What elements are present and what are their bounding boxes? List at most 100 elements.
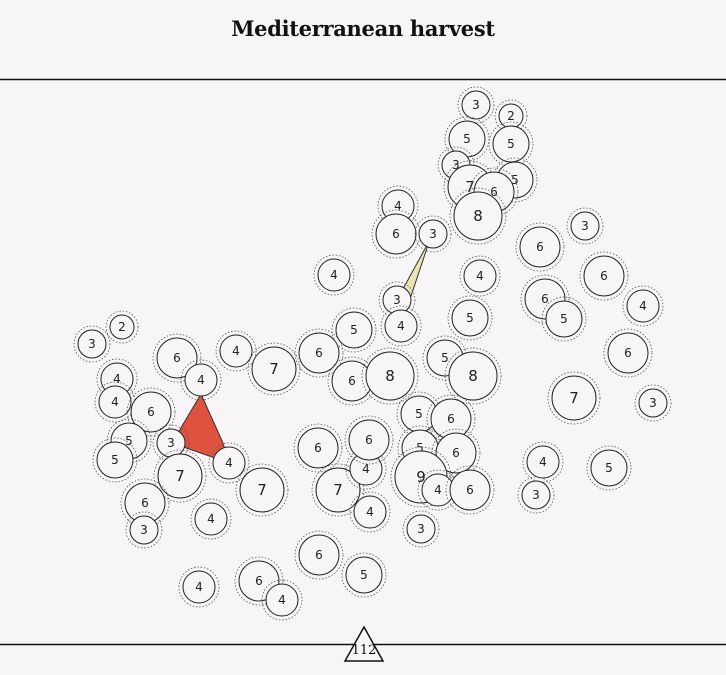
dot-number: 4	[111, 395, 119, 409]
number-dot[interactable]: 3	[378, 281, 416, 319]
dot-number: 6	[314, 441, 322, 455]
dot-number: 3	[167, 436, 175, 450]
dot-number: 4	[362, 462, 370, 476]
dot-number: 7	[175, 467, 185, 485]
dot-number: 5	[605, 461, 613, 475]
number-dot[interactable]: 5	[341, 552, 387, 598]
number-dot[interactable]: 4	[190, 498, 232, 540]
dot-number: 6	[173, 351, 181, 365]
number-dot[interactable]: 8	[361, 347, 419, 405]
number-dot[interactable]: 6	[294, 530, 344, 580]
number-dot[interactable]: 6	[293, 423, 343, 473]
number-dot[interactable]: 5	[541, 296, 587, 342]
number-dot[interactable]: 5	[447, 295, 493, 341]
number-dot[interactable]: 4	[459, 255, 501, 297]
number-dot[interactable]: 7	[235, 463, 289, 517]
dot-number: 4	[476, 269, 484, 283]
page-title: Mediterranean harvest	[231, 16, 495, 41]
dot-number: 6	[536, 240, 544, 254]
dot-number: 4	[434, 483, 442, 497]
dot-number: 5	[463, 132, 471, 146]
number-dot[interactable]: 4	[522, 441, 564, 483]
number-dot[interactable]: 4	[622, 285, 664, 327]
number-dot[interactable]: 6	[294, 328, 344, 378]
dot-number: 8	[385, 367, 395, 385]
number-dot[interactable]: 4	[94, 381, 136, 423]
dot-number: 6	[490, 185, 498, 199]
number-dot[interactable]: 3	[73, 325, 111, 363]
number-dot[interactable]: 6	[371, 209, 421, 259]
dot-number: 2	[118, 320, 126, 334]
number-dot[interactable]: 3	[414, 215, 452, 253]
dot-number: 4	[232, 344, 240, 358]
dot-number: 5	[560, 312, 568, 326]
dot-number: 6	[466, 483, 474, 497]
number-dot[interactable]: 5	[488, 121, 534, 167]
number-dot[interactable]: 2	[105, 310, 139, 344]
number-dot[interactable]: 8	[449, 187, 507, 245]
number-dot[interactable]: 6	[603, 328, 653, 378]
dot-number: 4	[639, 299, 647, 313]
dot-number: 8	[473, 207, 483, 225]
number-dot[interactable]: 7	[247, 342, 301, 396]
number-dot[interactable]: 3	[402, 510, 440, 548]
number-dot[interactable]: 6	[579, 251, 629, 301]
dot-number: 7	[269, 360, 279, 378]
dot-number: 4	[397, 319, 405, 333]
number-dot[interactable]: 4	[313, 254, 355, 296]
number-dot[interactable]: 6	[515, 222, 565, 272]
number-dot[interactable]: 3	[125, 511, 163, 549]
number-dot[interactable]: 5	[586, 445, 632, 491]
dot-number: 3	[140, 523, 148, 537]
dot-number: 3	[88, 337, 96, 351]
number-dot[interactable]: 7	[547, 371, 601, 425]
number-dot[interactable]: 4	[180, 359, 222, 401]
dot-number: 7	[465, 178, 475, 196]
dot-number: 5	[125, 434, 133, 448]
number-dot[interactable]: 7	[311, 463, 365, 517]
dot-number: 2	[507, 109, 515, 123]
number-dot[interactable]: 6	[445, 465, 495, 515]
number-dot[interactable]: 8	[444, 347, 502, 405]
dot-number: 3	[472, 98, 480, 112]
number-dot[interactable]: 3	[566, 207, 604, 245]
dot-number: 7	[569, 389, 579, 407]
dot-number: 4	[225, 456, 233, 470]
number-dot[interactable]: 4	[208, 442, 250, 484]
dot-number: 6	[315, 548, 323, 562]
dot-number: 4	[197, 373, 205, 387]
dot-number: 5	[350, 323, 358, 337]
number-dot[interactable]: 7	[153, 449, 207, 503]
dot-number: 6	[624, 346, 632, 360]
number-dot[interactable]: 3	[634, 384, 672, 422]
dot-number: 3	[581, 219, 589, 233]
number-dot[interactable]: 6	[126, 387, 176, 437]
number-dot[interactable]: 4	[261, 579, 303, 621]
dot-number: 4	[394, 199, 402, 213]
number-dot[interactable]: 6	[152, 333, 202, 383]
number-dot[interactable]: 4	[215, 330, 257, 372]
number-dot[interactable]: 5	[444, 116, 490, 162]
number-dot[interactable]: 3	[517, 476, 555, 514]
dot-number: 5	[507, 137, 515, 151]
number-dot[interactable]: 5	[92, 437, 138, 483]
number-dot[interactable]: 4	[380, 305, 422, 347]
dot-number: 6	[541, 292, 549, 306]
dot-number: 4	[195, 580, 203, 594]
dot-number: 6	[147, 405, 155, 419]
number-dot[interactable]: 4	[349, 491, 391, 533]
number-dot[interactable]: 6	[344, 415, 394, 465]
number-dot[interactable]: 5	[331, 307, 377, 353]
dot-number: 3	[393, 293, 401, 307]
number-dot[interactable]: 4	[178, 566, 220, 608]
page-number-badge: 112	[343, 625, 385, 662]
dot-number: 6	[141, 496, 149, 510]
dot-number: 5	[415, 407, 423, 421]
number-dot[interactable]: 6	[327, 356, 377, 406]
dot-number: 6	[600, 269, 608, 283]
dot-number: 6	[447, 412, 455, 426]
dot-number: 4	[113, 372, 121, 386]
dot-number: 5	[441, 351, 449, 365]
